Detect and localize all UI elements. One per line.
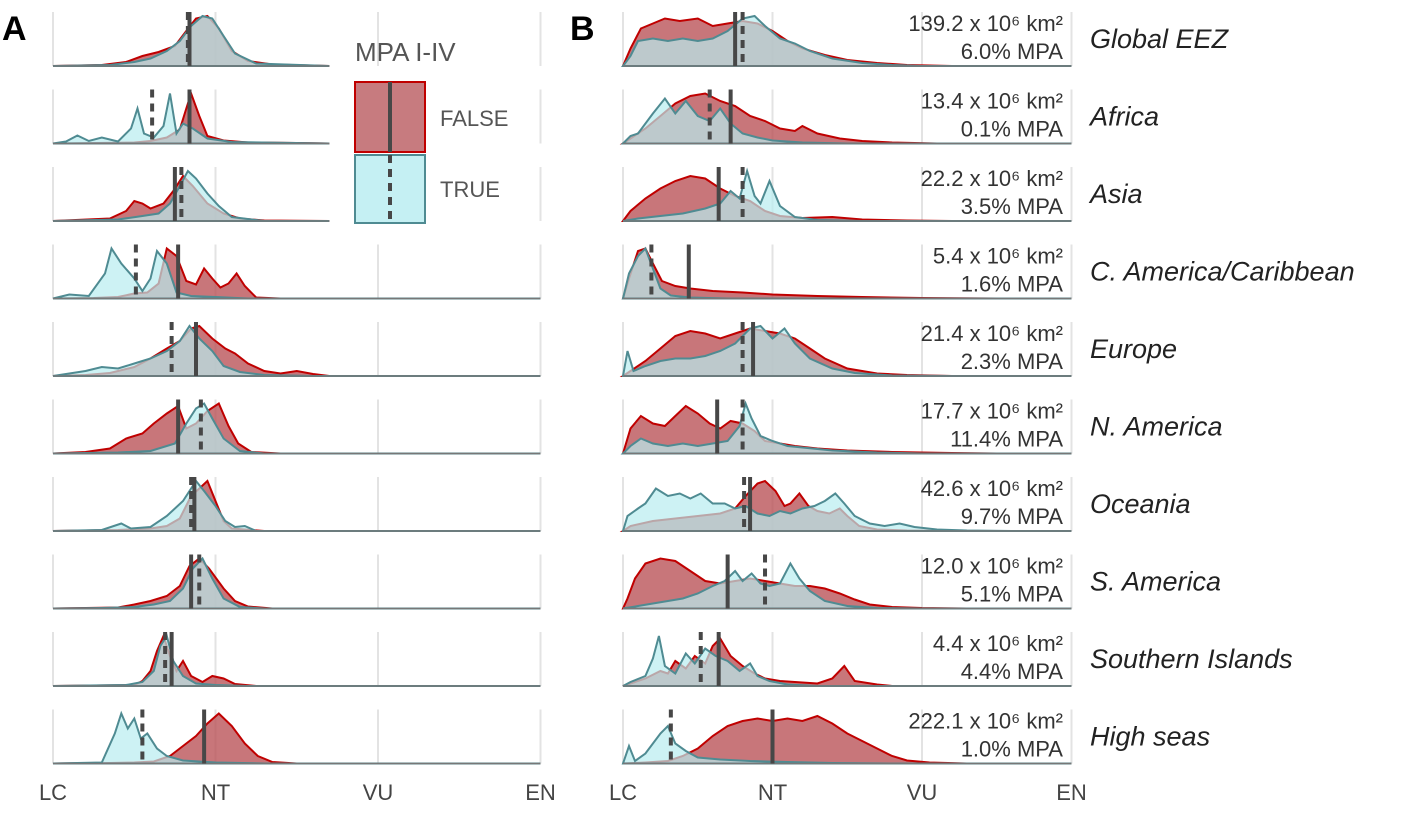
- legend: MPA I-IV FALSE TRUE: [354, 37, 508, 224]
- ridge-row-a-global-eez: [52, 12, 542, 67]
- ridge-row-a-n-america: [52, 399, 542, 455]
- area-label: 222.1 x 10⁶ km²: [908, 709, 1063, 734]
- region-label: Oceania: [1090, 489, 1191, 519]
- region-label: High seas: [1090, 722, 1210, 752]
- area-label: 5.4 x 10⁶ km²: [933, 244, 1063, 269]
- region-label: C. America/Caribbean: [1090, 257, 1355, 287]
- ridge-row-b-n-america: 17.7 x 10⁶ km² 11.4% MPA N. America: [620, 399, 1223, 455]
- ridge-row-b-c-america-caribbean: 5.4 x 10⁶ km² 1.6% MPA C. America/Caribbea…: [621, 244, 1355, 300]
- area-label: 21.4 x 10⁶ km²: [921, 321, 1063, 346]
- mpa-label: 0.1% MPA: [961, 117, 1064, 142]
- x-tick-label: EN: [525, 780, 556, 805]
- ridge-row-b-africa: 13.4 x 10⁶ km² 0.1% MPA Africa: [619, 89, 1159, 145]
- mpa-label: 2.3% MPA: [961, 349, 1064, 374]
- density-true: [622, 561, 1072, 610]
- region-label: Europe: [1090, 334, 1177, 364]
- density-true: [622, 167, 1072, 222]
- density-true: [52, 169, 330, 222]
- mpa-label: 9.7% MPA: [961, 504, 1064, 529]
- ridge-row-b-s-america: 12.0 x 10⁶ km² 5.1% MPA S. America: [621, 554, 1221, 610]
- area-label: 22.2 x 10⁶ km²: [921, 166, 1063, 191]
- ridge-row-a-c-america-caribbean: [52, 244, 542, 300]
- area-label: 13.4 x 10⁶ km²: [921, 89, 1063, 114]
- density-false: [52, 557, 541, 610]
- legend-label-false: FALSE: [440, 106, 508, 131]
- x-tick-label: EN: [1056, 780, 1087, 805]
- density-true: [52, 246, 541, 300]
- density-true: [622, 635, 1072, 687]
- region-label: S. America: [1090, 567, 1221, 597]
- ridge-row-b-global-eez: 139.2 x 10⁶ km² 6.0% MPA Global EEZ: [621, 11, 1230, 67]
- density-false: [52, 633, 541, 687]
- density-true: [620, 96, 1072, 145]
- mpa-label: 6.0% MPA: [961, 39, 1064, 64]
- ridge-row-b-asia: 22.2 x 10⁶ km² 3.5% MPA Asia: [621, 166, 1143, 222]
- mpa-label: 11.4% MPA: [950, 427, 1063, 452]
- region-label: Africa: [1088, 102, 1159, 132]
- density-true: [52, 556, 541, 610]
- mpa-label: 4.4% MPA: [961, 659, 1064, 684]
- ridge-row-b-high-seas: 222.1 x 10⁶ km² 1.0% MPA High seas: [621, 709, 1210, 765]
- mpa-label: 3.5% MPA: [961, 194, 1064, 219]
- area-label: 17.7 x 10⁶ km²: [921, 399, 1063, 424]
- region-label: Global EEZ: [1090, 24, 1230, 54]
- area-label: 12.0 x 10⁶ km²: [921, 554, 1063, 579]
- x-tick-label: VU: [907, 780, 938, 805]
- density-true: [52, 479, 541, 532]
- area-label: 42.6 x 10⁶ km²: [921, 476, 1063, 501]
- region-label: Southern Islands: [1090, 644, 1293, 674]
- ridge-row-b-oceania: 42.6 x 10⁶ km² 9.7% MPA Oceania: [619, 476, 1191, 532]
- density-false: [622, 714, 1072, 765]
- area-label: 4.4 x 10⁶ km²: [933, 631, 1063, 656]
- ridge-row-b-europe: 21.4 x 10⁶ km² 2.3% MPA Europe: [619, 321, 1177, 377]
- ridge-row-a-high-seas: [52, 709, 542, 765]
- ridge-row-a-southern-islands: [52, 632, 542, 687]
- panel-label-a: A: [2, 10, 27, 48]
- density-true: [52, 710, 541, 765]
- panel-label-b: B: [570, 10, 595, 48]
- x-tick-label: VU: [363, 780, 394, 805]
- x-tick-label: LC: [39, 780, 67, 805]
- density-false: [52, 402, 541, 455]
- x-tick-label: LC: [609, 780, 637, 805]
- x-tick-label: NT: [201, 780, 230, 805]
- mpa-label: 5.1% MPA: [961, 582, 1064, 607]
- density-true: [620, 400, 1072, 455]
- panel-b: 139.2 x 10⁶ km² 6.0% MPA Global EEZ 13.4 x …: [609, 11, 1355, 805]
- ridge-row-a-europe: [52, 322, 542, 377]
- region-label: N. America: [1090, 412, 1223, 442]
- ridge-row-a-s-america: [52, 554, 542, 610]
- legend-title: MPA I-IV: [355, 37, 456, 67]
- density-true: [52, 633, 541, 687]
- ridge-row-a-asia: [52, 167, 542, 222]
- mpa-label: 1.0% MPA: [961, 737, 1064, 762]
- ridge-row-b-southern-islands: 4.4 x 10⁶ km² 4.4% MPA Southern Islands: [622, 631, 1293, 687]
- density-false: [52, 479, 541, 532]
- x-tick-label: NT: [758, 780, 787, 805]
- density-true: [621, 324, 1072, 377]
- density-true: [621, 487, 1072, 532]
- density-true: [52, 324, 541, 377]
- region-label: Asia: [1088, 179, 1143, 209]
- area-label: 139.2 x 10⁶ km²: [908, 11, 1063, 36]
- mpa-label: 1.6% MPA: [961, 272, 1064, 297]
- panel-a: LC NT VU EN: [39, 12, 556, 805]
- legend-label-true: TRUE: [440, 177, 500, 202]
- ridge-row-a-oceania: [52, 477, 542, 532]
